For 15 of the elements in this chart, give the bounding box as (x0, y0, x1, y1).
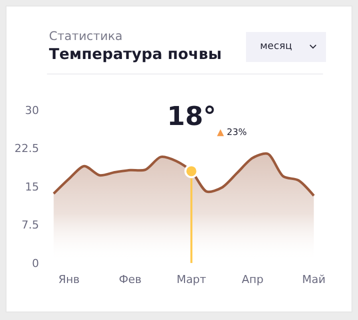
y-tick-label: 0 (32, 256, 39, 270)
y-tick-label: 30 (25, 104, 39, 117)
annotation: ▲ 23% (217, 128, 248, 138)
x-tick-label: Фев (118, 273, 142, 286)
x-tick-label: Янв (58, 273, 80, 286)
chart-title: Температура почвы (49, 45, 222, 63)
text: месяц (260, 41, 292, 52)
y-tick-label: 7.5 (22, 218, 39, 232)
annotation: 18° (167, 102, 216, 132)
x-tick-label: Апр (242, 273, 264, 286)
y-tick-label: 22.5 (14, 142, 39, 156)
x-tick-label: Май (302, 273, 326, 286)
y-tick-label: 15 (25, 180, 39, 194)
x-tick-label: Март (176, 273, 207, 286)
chart-subtitle: Статистика (49, 29, 122, 43)
